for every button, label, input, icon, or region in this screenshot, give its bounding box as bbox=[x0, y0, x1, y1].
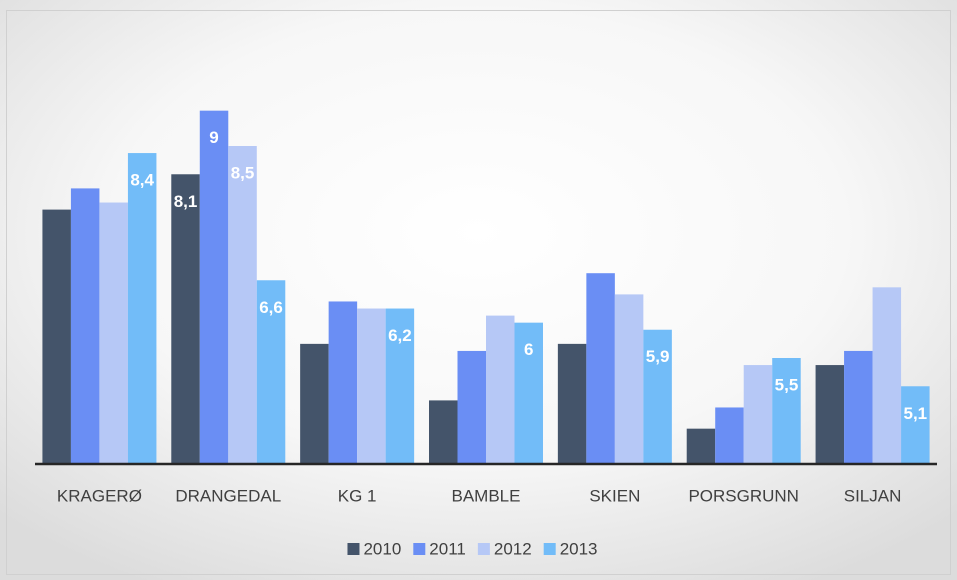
x-tick-label: PORSGRUNN bbox=[688, 486, 799, 505]
bar bbox=[256, 280, 286, 464]
bar bbox=[586, 273, 615, 464]
data-label: 5,9 bbox=[646, 347, 670, 366]
bar bbox=[357, 308, 386, 464]
bar bbox=[743, 365, 773, 464]
x-tick-label: KRAGERØ bbox=[57, 486, 142, 505]
bar bbox=[715, 407, 744, 464]
data-label: 5,5 bbox=[775, 375, 799, 394]
frame bbox=[6, 10, 951, 575]
legend-swatch bbox=[413, 543, 426, 555]
bar bbox=[772, 358, 801, 464]
bar bbox=[815, 365, 845, 464]
data-label: 6,6 bbox=[259, 298, 283, 317]
bar bbox=[901, 386, 930, 464]
legend-swatch bbox=[543, 543, 556, 555]
bar bbox=[643, 329, 672, 464]
legend-label: 2012 bbox=[494, 539, 532, 558]
bar bbox=[199, 110, 229, 465]
x-tick-label: DRANGEDAL bbox=[175, 486, 281, 505]
x-tick-label: BAMBLE bbox=[452, 486, 521, 505]
bar bbox=[686, 428, 716, 464]
bar bbox=[171, 174, 200, 464]
x-tick-label: SILJAN bbox=[844, 486, 902, 505]
data-label: 8,4 bbox=[130, 171, 154, 190]
bar bbox=[328, 301, 358, 464]
legend-label: 2013 bbox=[560, 539, 598, 558]
bar bbox=[300, 343, 329, 464]
bar bbox=[486, 315, 515, 464]
legend-swatch bbox=[347, 543, 360, 555]
x-tick-label: SKIEN bbox=[589, 486, 640, 505]
bar bbox=[228, 146, 257, 464]
bar bbox=[99, 202, 128, 465]
data-label: 6 bbox=[524, 340, 533, 359]
x-tick-label: KG 1 bbox=[338, 486, 377, 505]
bar bbox=[557, 343, 587, 464]
bar bbox=[514, 322, 543, 464]
bar bbox=[70, 188, 100, 464]
bar bbox=[127, 153, 157, 465]
bar bbox=[844, 350, 873, 464]
data-label: 8,1 bbox=[174, 192, 198, 211]
bar bbox=[872, 287, 902, 464]
data-label: 9 bbox=[209, 128, 218, 147]
legend-label: 2011 bbox=[429, 539, 466, 558]
bar bbox=[457, 350, 486, 464]
data-label: 6,2 bbox=[388, 326, 412, 345]
data-label: 5,1 bbox=[904, 404, 928, 423]
legend-swatch bbox=[477, 543, 490, 555]
legend-label: 2010 bbox=[363, 539, 401, 558]
bar bbox=[614, 294, 644, 464]
bar bbox=[385, 308, 415, 464]
bar bbox=[42, 209, 71, 464]
data-label: 8,5 bbox=[231, 163, 255, 182]
bar bbox=[429, 400, 458, 464]
